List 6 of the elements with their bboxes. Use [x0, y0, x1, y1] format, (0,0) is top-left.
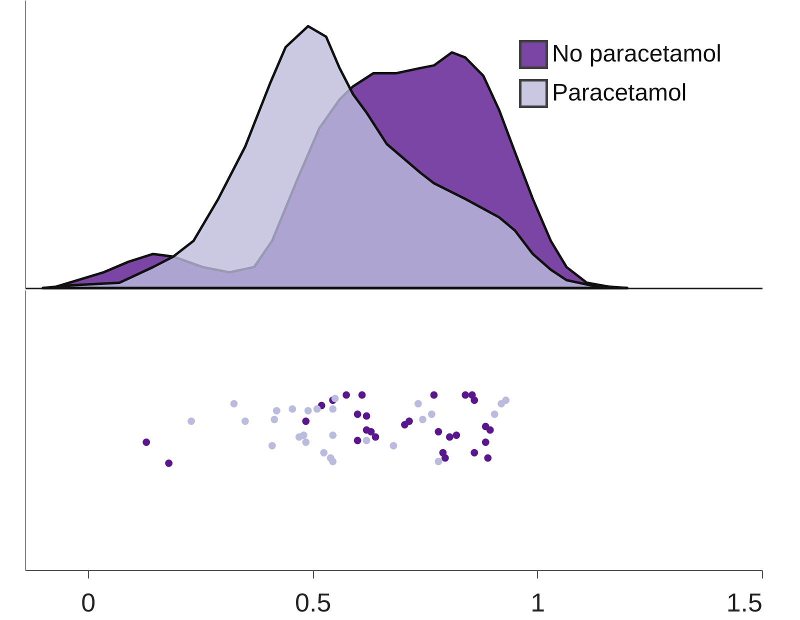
x-tick-label: 0: [81, 588, 96, 618]
legend-label: No paracetamol: [552, 40, 722, 68]
legend-label: Paracetamol: [552, 80, 687, 106]
x-tick-label: 0.5: [295, 588, 332, 618]
x-tick-label: 1.5: [726, 588, 762, 618]
x-tick-label: 1: [530, 588, 546, 618]
